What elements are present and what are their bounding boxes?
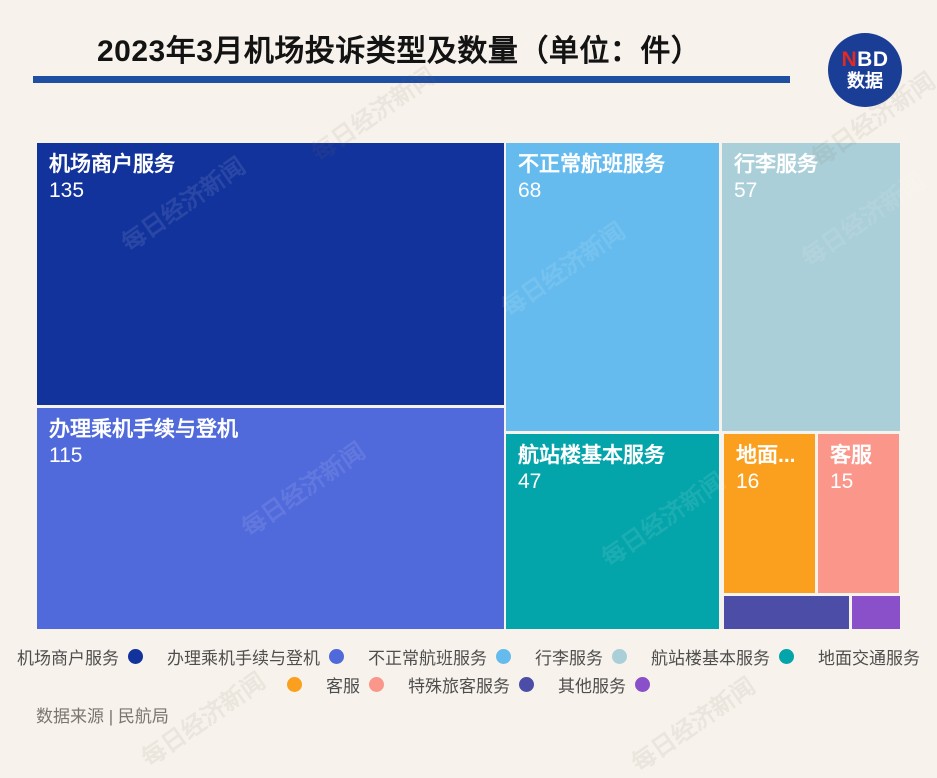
legend-label: 不正常航班服务 [368,649,487,668]
legend-item[interactable]: 其他服务 [558,672,650,697]
treemap-block[interactable]: 航站楼基本服务 47 [506,434,719,629]
legend-item[interactable]: 航站楼基本服务 [651,644,794,669]
nbd-logo: NBD 数据 [828,33,902,107]
legend-label: 地面交通服务 [818,649,920,668]
block-label: 不正常航班服务 [518,153,665,176]
nbd-logo-bd: BD [857,48,889,72]
block-value: 115 [49,444,83,468]
legend-item[interactable]: 机场商户服务 [17,644,143,669]
legend-dot-icon [329,649,344,664]
treemap-block[interactable]: 行李服务 57 [722,143,900,431]
legend-label: 行李服务 [535,649,603,668]
block-value: 57 [734,179,758,203]
legend-item[interactable]: 地面交通服务 [818,644,920,669]
treemap-block[interactable]: 地面... 16 [724,434,815,593]
treemap-block[interactable] [852,596,900,629]
legend-dot-icon [128,649,143,664]
block-label: 办理乘机手续与登机 [49,418,238,441]
title-underline [33,76,790,83]
treemap-block[interactable]: 办理乘机手续与登机 115 [37,408,504,629]
block-label: 地面... [736,444,796,467]
legend-item[interactable]: 行李服务 [535,644,627,669]
treemap-block[interactable]: 机场商户服务 135 [37,143,504,405]
legend-dot-icon [779,649,794,664]
legend-label: 办理乘机手续与登机 [167,649,320,668]
source-note: 数据来源 | 民航局 [36,707,169,726]
treemap-block[interactable]: 客服 15 [818,434,899,593]
page-title: 2023年3月机场投诉类型及数量（单位：件） [97,35,702,68]
legend-item[interactable]: 不正常航班服务 [368,644,511,669]
nbd-logo-subtext: 数据 [847,71,883,92]
legend-row: 客服 特殊旅客服务 其他服务 [287,672,650,697]
legend-label: 机场商户服务 [17,649,119,668]
legend-item[interactable] [287,677,302,692]
legend-label: 特殊旅客服务 [408,677,510,696]
treemap-chart: 机场商户服务 135 办理乘机手续与登机 115 不正常航班服务 68 行李服务 57 航站楼基… [37,143,900,629]
nbd-logo-text: NBD [841,49,888,71]
block-value: 135 [49,179,85,203]
block-value: 68 [518,179,542,203]
legend-item[interactable]: 客服 [326,672,384,697]
legend-dot-icon [635,677,650,692]
treemap-block[interactable] [724,596,849,629]
legend-dot-icon [519,677,534,692]
legend: 机场商户服务 办理乘机手续与登机 不正常航班服务 行李服务 航站楼基本服务 地面交通服务客… [0,644,937,697]
legend-label: 其他服务 [558,677,626,696]
treemap-block[interactable]: 不正常航班服务 68 [506,143,719,431]
legend-item[interactable]: 办理乘机手续与登机 [167,644,344,669]
block-label: 客服 [830,444,872,467]
legend-label: 客服 [326,677,360,696]
legend-dot-icon [612,649,627,664]
legend-dot-icon [369,677,384,692]
legend-row: 机场商户服务 办理乘机手续与登机 不正常航班服务 行李服务 航站楼基本服务 地面交通服务 [17,644,920,669]
block-value: 16 [736,470,760,494]
nbd-logo-n: N [841,48,858,72]
block-value: 47 [518,470,542,494]
legend-dot-icon [287,677,302,692]
legend-item[interactable]: 特殊旅客服务 [408,672,534,697]
block-label: 机场商户服务 [49,153,175,176]
legend-label: 航站楼基本服务 [651,649,770,668]
block-value: 15 [830,470,854,494]
block-label: 航站楼基本服务 [518,444,665,467]
legend-dot-icon [496,649,511,664]
block-label: 行李服务 [734,153,818,176]
